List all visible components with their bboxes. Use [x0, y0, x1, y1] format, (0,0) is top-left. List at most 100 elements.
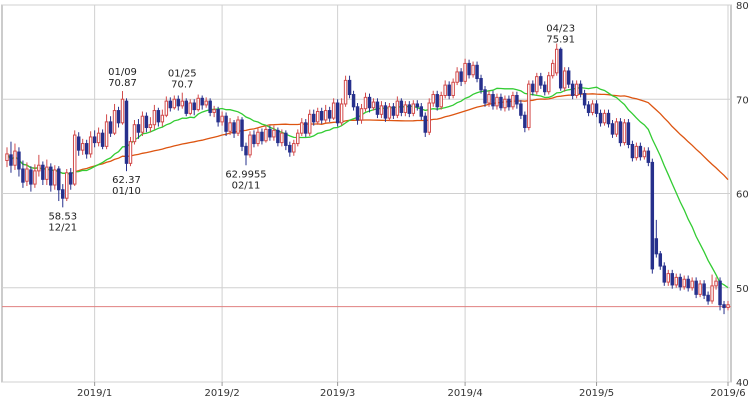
annotation-value: 62.37	[112, 175, 141, 186]
candle-up	[53, 169, 57, 186]
candle-up	[379, 105, 384, 115]
candle-down	[29, 169, 33, 185]
candle-down	[208, 100, 212, 113]
candle-down	[327, 110, 332, 119]
candle-down	[268, 128, 272, 138]
annotation-date: 01/25	[168, 69, 197, 80]
candle-down	[662, 265, 667, 283]
x-tick-label: 2019/5	[579, 388, 614, 399]
candle-down	[435, 94, 439, 108]
candle-up	[96, 132, 101, 144]
annotation-date: 01/09	[108, 67, 137, 78]
candle-down	[606, 112, 611, 125]
candle-down	[100, 132, 105, 147]
candle-down	[9, 154, 13, 166]
candle-up	[554, 48, 559, 74]
candle-down	[610, 123, 615, 135]
candle-up	[280, 132, 284, 144]
candle-up	[315, 111, 320, 123]
candle-down	[284, 132, 288, 146]
candle-up	[25, 168, 29, 182]
candle-down	[41, 164, 45, 180]
candle-down	[184, 100, 188, 114]
annotation-value: 62.9955	[225, 169, 266, 180]
candle-up	[212, 109, 216, 113]
candle-up	[248, 134, 252, 156]
candle-up	[88, 136, 93, 155]
candle-up	[634, 145, 639, 159]
candle-down	[694, 280, 698, 295]
candle-up	[535, 76, 539, 93]
candle-down	[84, 143, 89, 155]
candle-down	[375, 101, 380, 115]
candle-up	[164, 100, 169, 116]
candle-up	[666, 273, 670, 283]
candle-down	[459, 71, 463, 82]
candle-down	[355, 106, 360, 121]
annotation-value: 58.53	[48, 211, 77, 222]
candle-up	[343, 79, 348, 105]
candle-down	[232, 122, 236, 134]
candle-up	[112, 110, 117, 134]
candle-up	[331, 102, 336, 119]
candle-up	[323, 110, 328, 121]
candle-up	[622, 122, 627, 144]
candle-down	[116, 110, 121, 124]
candle-up	[443, 84, 447, 96]
candle-down	[722, 304, 726, 309]
candle-down	[21, 168, 25, 183]
candle-down	[351, 94, 356, 108]
candle-up	[359, 108, 364, 121]
annotation-date: 04/23	[546, 23, 575, 34]
candle-up	[427, 102, 431, 133]
candle-down	[57, 168, 61, 191]
candle-up	[710, 285, 714, 302]
candle-down	[276, 129, 280, 144]
candle-up	[403, 104, 408, 113]
candle-down	[566, 70, 571, 85]
candle-up	[455, 71, 459, 83]
x-axis-ticks: 2019/1 2019/2 2019/3 2019/4 2019/5 2019/6	[77, 382, 746, 399]
y-tick-label: 60	[736, 190, 749, 201]
candle-up	[371, 101, 376, 109]
candle-down	[319, 111, 324, 121]
candle-down	[415, 103, 420, 108]
candle-up	[614, 121, 619, 135]
candle-down	[650, 161, 655, 270]
candle-down	[718, 280, 722, 306]
candle-down	[252, 134, 256, 145]
candle-down	[523, 114, 527, 129]
candle-up	[180, 100, 185, 107]
candle-up	[172, 98, 177, 109]
candle-down	[618, 121, 623, 144]
candle-down	[586, 104, 591, 113]
candle-down	[670, 273, 674, 286]
candle-down	[335, 102, 340, 124]
candle-up	[33, 170, 37, 185]
candle-up	[236, 119, 240, 134]
candle-down	[136, 124, 141, 133]
candle-down	[92, 136, 97, 144]
candle-down	[156, 110, 161, 123]
candle-down	[519, 103, 523, 116]
candle-down	[124, 100, 129, 164]
candle-up	[463, 62, 467, 82]
candle-up	[296, 132, 300, 145]
candle-down	[515, 94, 519, 105]
candle-up	[726, 304, 730, 309]
candle-down	[311, 113, 316, 123]
candle-down	[702, 283, 706, 296]
annotation-date: 01/10	[112, 186, 141, 197]
candle-down	[304, 122, 308, 134]
candle-up	[411, 103, 416, 114]
candle-up	[690, 280, 694, 289]
candle-up	[527, 83, 531, 129]
candle-up	[714, 280, 718, 287]
candle-up	[228, 122, 232, 132]
candle-up	[300, 122, 304, 134]
candle-down	[260, 131, 264, 142]
annotation-date: 02/11	[232, 180, 261, 191]
candle-down	[491, 94, 495, 107]
